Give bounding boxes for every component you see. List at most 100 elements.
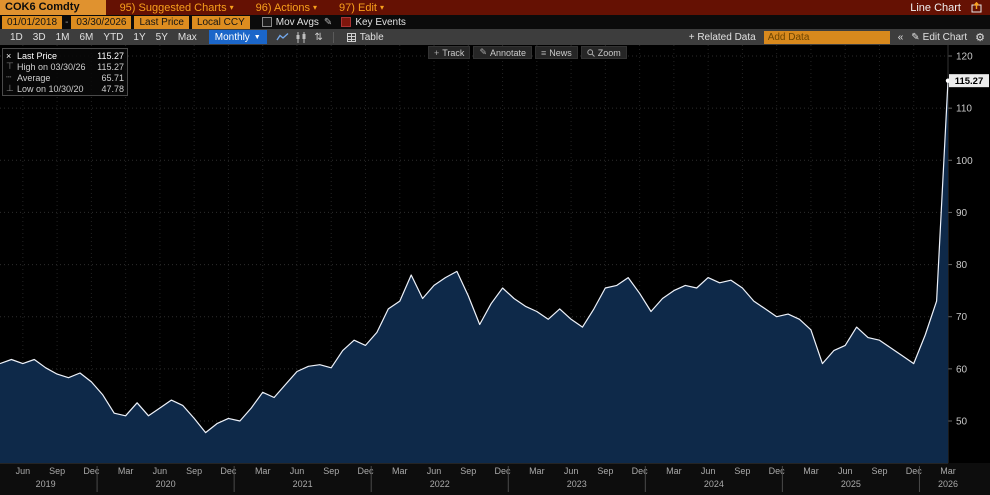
add-data-input[interactable] <box>763 30 890 44</box>
svg-text:Dec: Dec <box>769 466 786 476</box>
chart-legend: × Last Price 115.27 ⊤ High on 03/30/26 1… <box>2 48 128 96</box>
period-button-ytd[interactable]: YTD <box>103 31 124 43</box>
security-ticker-field[interactable]: COK6 Comdty <box>0 0 106 15</box>
chart-area[interactable]: 50 60 70 80 90 100 110 120 Jun Sep Dec Mar Jun Sep Dec… <box>0 45 990 495</box>
chart-settings-bar: 01/01/2018 - 03/30/2026 Last Price Local… <box>0 15 990 29</box>
svg-text:Sep: Sep <box>460 466 476 476</box>
period-button-max[interactable]: Max <box>177 31 197 43</box>
svg-text:Dec: Dec <box>83 466 100 476</box>
menu-actions[interactable]: 96) Actions ▾ <box>256 2 317 14</box>
magnifier-icon <box>587 48 595 57</box>
svg-text:2023: 2023 <box>567 479 587 489</box>
svg-text:2020: 2020 <box>156 479 176 489</box>
period-button-5y[interactable]: 5Y <box>155 31 168 43</box>
legend-label: Last Price <box>17 50 58 61</box>
high-marker-icon: ⊤ <box>6 61 14 71</box>
period-button-1d[interactable]: 1D <box>10 31 23 43</box>
svg-text:2025: 2025 <box>841 479 861 489</box>
svg-text:Jun: Jun <box>427 466 442 476</box>
frequency-dropdown[interactable]: Monthly ▼ <box>208 30 267 44</box>
track-label: Track <box>442 47 465 58</box>
edit-chart-label: Edit Chart <box>922 31 968 43</box>
svg-text:Mar: Mar <box>529 466 545 476</box>
svg-text:Mar: Mar <box>803 466 819 476</box>
svg-text:Sep: Sep <box>323 466 339 476</box>
sort-arrows-icon[interactable]: ⇅ <box>314 31 323 43</box>
menu-suggested-charts-label: 95) Suggested Charts <box>119 1 227 14</box>
export-icon[interactable] <box>971 2 982 13</box>
svg-text:Jun: Jun <box>16 466 31 476</box>
line-chart-type-icon[interactable] <box>274 30 292 44</box>
grid-icon <box>346 32 356 42</box>
annotate-label: Annotate <box>489 47 527 58</box>
legend-row-low[interactable]: ⊥ Low on 10/30/20 47.78 <box>6 83 124 94</box>
start-date-field[interactable]: 01/01/2018 <box>2 15 63 29</box>
legend-row-average[interactable]: ┄ Average 65.71 <box>6 72 124 83</box>
svg-text:Mar: Mar <box>940 466 956 476</box>
key-events-swatch-icon <box>341 17 352 27</box>
annotate-button[interactable]: ✎ Annotate <box>473 46 533 59</box>
zoom-button[interactable]: Zoom <box>580 46 627 59</box>
chevron-down-icon: ▼ <box>253 33 261 41</box>
price-field-selector[interactable]: Last Price <box>134 15 189 29</box>
date-range-dash: - <box>65 16 69 28</box>
candlestick-chart-type-icon[interactable] <box>292 30 310 44</box>
mov-avgs-label: Mov Avgs <box>275 16 319 28</box>
toolbar-right-group: + Related Data « ✎ Edit Chart ⚙ <box>688 30 985 44</box>
svg-text:Jun: Jun <box>153 466 168 476</box>
related-data-button[interactable]: + Related Data <box>688 31 756 43</box>
svg-text:Dec: Dec <box>495 466 512 476</box>
low-marker-icon: ⊥ <box>6 83 14 93</box>
track-button[interactable]: + Track <box>428 46 471 59</box>
chevron-down-icon: ▾ <box>379 3 384 12</box>
period-button-1m[interactable]: 1M <box>55 31 70 43</box>
chart-overlay-tools: + Track ✎ Annotate ≡ News Zoom <box>428 46 627 59</box>
svg-text:Jun: Jun <box>838 466 853 476</box>
news-button[interactable]: ≡ News <box>535 46 578 59</box>
view-title: Line Chart <box>910 1 961 14</box>
pencil-icon: ✎ <box>479 47 487 57</box>
period-button-1y[interactable]: 1Y <box>133 31 146 43</box>
svg-text:Dec: Dec <box>357 466 374 476</box>
menu-suggested-charts[interactable]: 95) Suggested Charts ▾ <box>120 2 234 14</box>
svg-text:2019: 2019 <box>36 479 56 489</box>
currency-selector[interactable]: Local CCY <box>191 15 250 29</box>
list-icon: ≡ <box>541 47 547 58</box>
svg-text:Mar: Mar <box>392 466 408 476</box>
svg-text:Mar: Mar <box>118 466 134 476</box>
price-chart[interactable]: 50 60 70 80 90 100 110 120 Jun Sep Dec Mar Jun Sep Dec… <box>0 45 990 495</box>
svg-text:Dec: Dec <box>220 466 237 476</box>
menu-edit[interactable]: 97) Edit ▾ <box>339 2 384 14</box>
table-button[interactable]: Table <box>341 31 390 44</box>
key-events-checkbox[interactable]: Key Events <box>341 17 406 28</box>
svg-text:Sep: Sep <box>734 466 750 476</box>
svg-text:2026: 2026 <box>938 479 958 489</box>
svg-text:100: 100 <box>956 156 973 167</box>
edit-chart-button[interactable]: ✎ Edit Chart <box>911 32 967 43</box>
pencil-icon: ✎ <box>911 31 920 43</box>
collapse-left-icon[interactable]: « <box>897 31 904 43</box>
legend-value: 65.71 <box>101 72 124 83</box>
mov-avgs-edit-pencil-icon[interactable]: ✎ <box>323 16 333 28</box>
svg-text:70: 70 <box>956 312 968 323</box>
period-button-3d[interactable]: 3D <box>32 31 46 43</box>
legend-row-last-price[interactable]: × Last Price 115.27 <box>6 50 124 61</box>
svg-text:Sep: Sep <box>597 466 613 476</box>
svg-text:Sep: Sep <box>49 466 65 476</box>
svg-text:Dec: Dec <box>906 466 923 476</box>
svg-text:Jun: Jun <box>290 466 305 476</box>
gear-icon[interactable]: ⚙ <box>975 31 985 44</box>
legend-row-high[interactable]: ⊤ High on 03/30/26 115.27 <box>6 61 124 72</box>
chevron-down-icon: ▾ <box>313 3 318 12</box>
mov-avgs-checkbox[interactable]: Mov Avgs <box>261 16 319 28</box>
svg-text:120: 120 <box>956 52 973 63</box>
key-events-label: Key Events <box>355 16 406 28</box>
average-marker-icon: ┄ <box>6 72 12 82</box>
table-button-label: Table <box>359 31 384 43</box>
end-date-field[interactable]: 03/30/2026 <box>71 15 132 29</box>
period-button-6m[interactable]: 6M <box>79 31 94 43</box>
svg-text:Jun: Jun <box>564 466 579 476</box>
svg-text:Dec: Dec <box>632 466 649 476</box>
plus-icon: + <box>434 47 440 58</box>
svg-text:115.27: 115.27 <box>955 76 984 87</box>
